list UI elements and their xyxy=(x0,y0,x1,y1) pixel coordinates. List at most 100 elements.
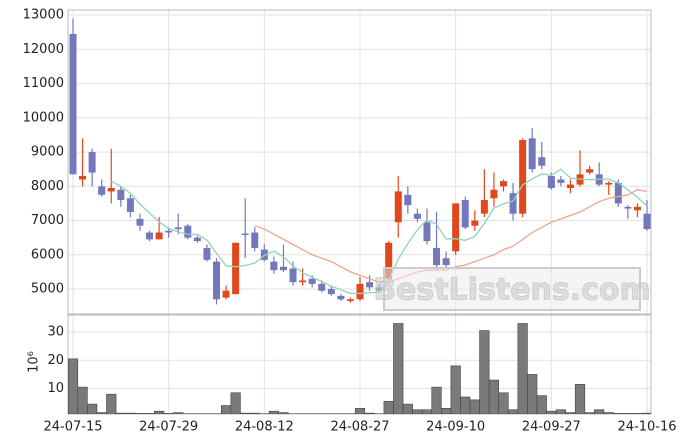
candle-body xyxy=(461,200,469,228)
candle-body xyxy=(270,261,278,271)
volume-bar xyxy=(641,412,651,414)
candle-body xyxy=(356,283,364,300)
candle-body xyxy=(136,218,144,226)
volume-bar xyxy=(632,413,643,414)
volume-bar xyxy=(115,412,126,414)
y-tick-label: 8000 xyxy=(31,179,64,194)
candle-body xyxy=(241,233,249,236)
volume-bar xyxy=(469,399,480,414)
candle-body xyxy=(624,206,632,209)
y-tick-label: 11000 xyxy=(23,76,64,91)
volume-bar xyxy=(87,403,98,414)
x-tick-label: 24-09-10 xyxy=(426,420,485,435)
candle-body xyxy=(308,278,316,284)
volume-bar xyxy=(220,405,232,414)
volume-bar xyxy=(278,412,289,414)
volume-bar xyxy=(173,412,184,414)
volume-bar xyxy=(249,412,260,414)
candle-body xyxy=(203,247,211,260)
volume-bar xyxy=(106,393,117,414)
candle-body xyxy=(88,152,96,173)
candle-body xyxy=(69,33,77,175)
volume-bar xyxy=(154,410,165,414)
candle-body xyxy=(423,222,431,242)
y-axis-label: 10⁶ xyxy=(27,351,42,373)
volume-bar xyxy=(594,409,605,414)
volume-bar xyxy=(441,408,452,414)
volume-bar xyxy=(240,412,251,414)
y-tick-label: 6000 xyxy=(31,247,64,262)
y-tick-label: 10 xyxy=(47,381,64,396)
y-tick-label: 13000 xyxy=(23,8,64,23)
candle-body xyxy=(222,290,230,298)
volume-bar xyxy=(479,330,490,414)
candle-body xyxy=(251,232,259,248)
volume-bar xyxy=(507,409,519,414)
volume-bar xyxy=(546,410,557,414)
volume-bar xyxy=(144,413,155,414)
volume-bar xyxy=(393,323,404,414)
candle-body xyxy=(366,282,374,288)
volume-bar xyxy=(431,386,442,414)
candle-body xyxy=(633,206,641,211)
candle-body xyxy=(184,225,192,238)
candle-body xyxy=(413,213,421,219)
volume-bar xyxy=(412,409,423,414)
candle-body xyxy=(213,261,220,300)
volume-bar xyxy=(527,374,538,414)
candle-body xyxy=(500,181,507,187)
candle-body xyxy=(528,138,536,170)
candle-body xyxy=(155,232,163,240)
candle-body xyxy=(519,140,527,214)
volume-bar xyxy=(68,358,79,414)
plot-candlestick xyxy=(69,18,651,305)
x-tick-label: 24-07-15 xyxy=(43,420,102,435)
y-tick-label: 9000 xyxy=(31,145,64,160)
candle-body xyxy=(566,184,574,189)
y-tick-label: 20 xyxy=(47,353,64,368)
volume-bar xyxy=(574,383,586,414)
volume-bar xyxy=(498,392,509,414)
volume-bar xyxy=(77,386,88,414)
candle-body xyxy=(146,232,154,240)
volume-bar xyxy=(383,400,394,414)
volume-bar xyxy=(488,379,500,414)
volume-bar xyxy=(134,413,146,414)
volume-bar xyxy=(450,365,461,414)
volume-bar xyxy=(125,412,136,414)
y-tick-label: 7000 xyxy=(31,213,64,228)
volume-bar xyxy=(230,392,241,414)
candle-body xyxy=(165,230,173,233)
candle-body xyxy=(289,268,297,283)
volume-bar xyxy=(268,410,279,414)
candle-body xyxy=(117,189,125,200)
candle-body xyxy=(107,188,115,192)
candle-body xyxy=(480,200,488,214)
candle-body xyxy=(605,182,613,185)
candle-body xyxy=(452,203,460,252)
watermark: BestListens.com xyxy=(373,273,651,308)
candle-body xyxy=(442,258,450,266)
candle-body xyxy=(471,220,479,226)
candle-body xyxy=(174,227,182,230)
x-tick-label: 24-07-29 xyxy=(139,420,198,435)
candle-body xyxy=(327,289,335,295)
x-tick-label: 24-08-27 xyxy=(330,420,389,435)
candle-body xyxy=(394,191,402,223)
volume-bar xyxy=(364,412,375,414)
volume-bar xyxy=(460,396,471,414)
volume-bar xyxy=(536,395,547,414)
candle-body xyxy=(586,169,594,173)
y-tick-label: 5000 xyxy=(31,282,64,297)
volume-bar xyxy=(622,413,633,414)
candle-body xyxy=(193,237,201,242)
volume-bar xyxy=(163,413,174,414)
volume-bar xyxy=(402,403,413,414)
y-tick-label: 30 xyxy=(47,324,64,339)
volume-bar xyxy=(565,412,576,414)
candle-body xyxy=(433,247,441,266)
candle-body xyxy=(279,266,287,271)
x-tick-label: 24-10-16 xyxy=(617,420,676,435)
candle-body xyxy=(557,179,565,183)
